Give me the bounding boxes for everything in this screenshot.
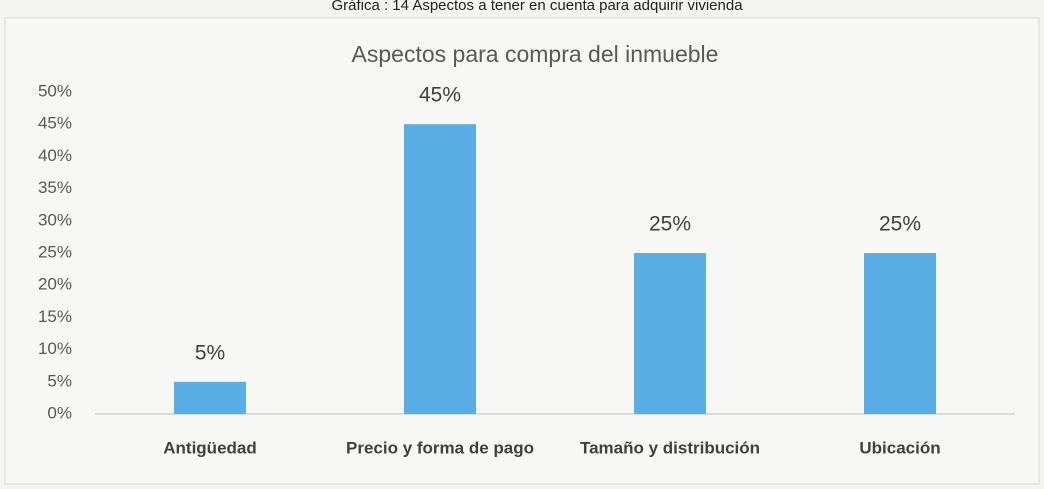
y-tick-label: 35% (38, 178, 72, 197)
value-label: 5% (195, 341, 225, 364)
x-tick-label: Ubicación (859, 438, 940, 457)
y-tick-label: 0% (47, 403, 72, 422)
y-tick-label: 50% (38, 81, 72, 100)
bar (404, 124, 476, 414)
value-label: 25% (879, 213, 921, 236)
y-tick-label: 10% (38, 339, 72, 358)
chart-title: Aspectos para compra del inmueble (352, 41, 719, 67)
caption: Gráfica : 14 Aspectos a tener en cuenta … (331, 0, 743, 14)
y-tick-label: 30% (38, 210, 72, 229)
value-label: 25% (649, 213, 691, 236)
y-tick-label: 20% (38, 275, 72, 294)
x-tick-label: Tamaño y distribución (580, 438, 760, 457)
x-tick-label: Precio y forma de pago (346, 438, 534, 457)
bar (634, 253, 706, 414)
bar (864, 253, 936, 414)
y-tick-label: 45% (38, 114, 72, 133)
y-tick-label: 25% (38, 242, 72, 261)
y-tick-label: 40% (38, 146, 72, 165)
y-tick-label: 5% (47, 371, 72, 390)
x-tick-label: Antigüedad (163, 438, 257, 457)
value-label: 45% (419, 84, 461, 107)
y-tick-label: 15% (38, 307, 72, 326)
bar (174, 381, 246, 414)
